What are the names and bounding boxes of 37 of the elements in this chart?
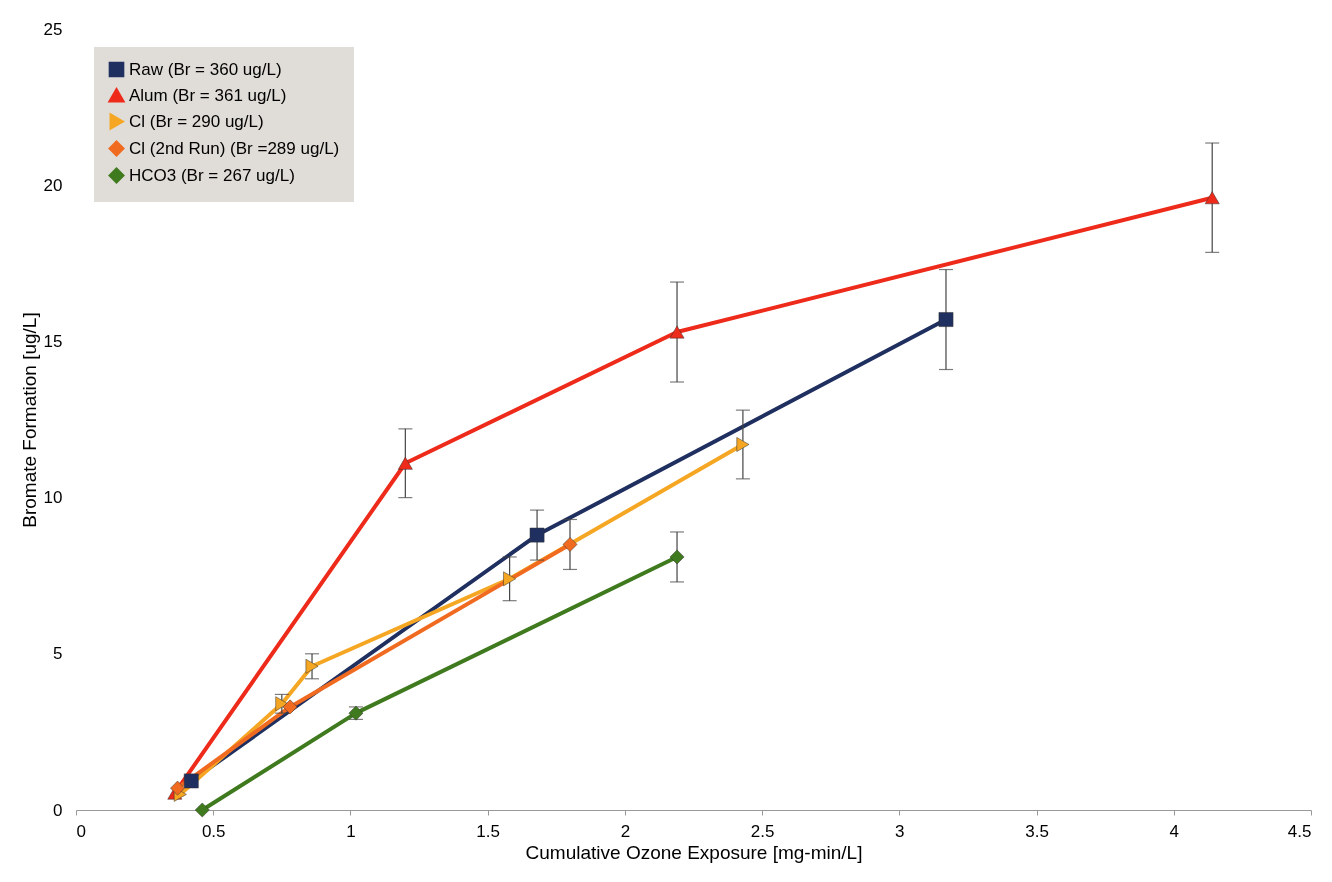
point [305, 658, 319, 674]
point [562, 537, 578, 552]
point [282, 699, 298, 715]
point [170, 780, 185, 796]
y-tick-label: 25 [43, 19, 63, 39]
x-tick-label: 0 [76, 821, 86, 841]
point [736, 437, 750, 452]
y-tick-label: 10 [43, 488, 63, 508]
y-tick-label: 20 [43, 175, 63, 195]
legend-label: Alum (Br = 361 ug/L) [129, 85, 287, 105]
point [194, 802, 210, 818]
x-tick-label: 4.5 [1287, 821, 1312, 841]
x-tick-label: 3.5 [1025, 821, 1049, 841]
x-tick-label: 3 [895, 821, 905, 841]
x-tick-label: 1.5 [476, 821, 500, 841]
legend-label: Cl (Br = 290 ug/L) [129, 111, 264, 131]
legend-label: Raw (Br = 360 ug/L) [129, 59, 282, 79]
point [938, 312, 954, 327]
point [503, 571, 516, 587]
x-tick-label: 4 [1169, 821, 1180, 841]
y-tick-label: 15 [43, 331, 63, 351]
y-tick-label: 0 [53, 800, 63, 820]
x-tick-label: 2 [620, 821, 631, 841]
point [669, 325, 685, 339]
point [398, 456, 413, 470]
y-tick-label: 5 [53, 644, 63, 664]
legend-label: Cl (2nd Run) (Br =289 ug/L) [129, 138, 340, 158]
point [529, 527, 545, 543]
point [183, 773, 199, 789]
point [1204, 191, 1220, 205]
point [669, 549, 685, 565]
x-axis-title: Cumulative Ozone Exposure [mg-min/L] [525, 841, 863, 863]
x-tick-label: 2.5 [750, 821, 775, 841]
x-tick-label: 0.5 [201, 821, 226, 841]
x-tick-label: 1 [346, 821, 356, 841]
y-axis-title: Bromate Formation [ug/L] [18, 312, 40, 528]
legend-label: HCO3 (Br = 267 ug/L) [129, 165, 295, 185]
